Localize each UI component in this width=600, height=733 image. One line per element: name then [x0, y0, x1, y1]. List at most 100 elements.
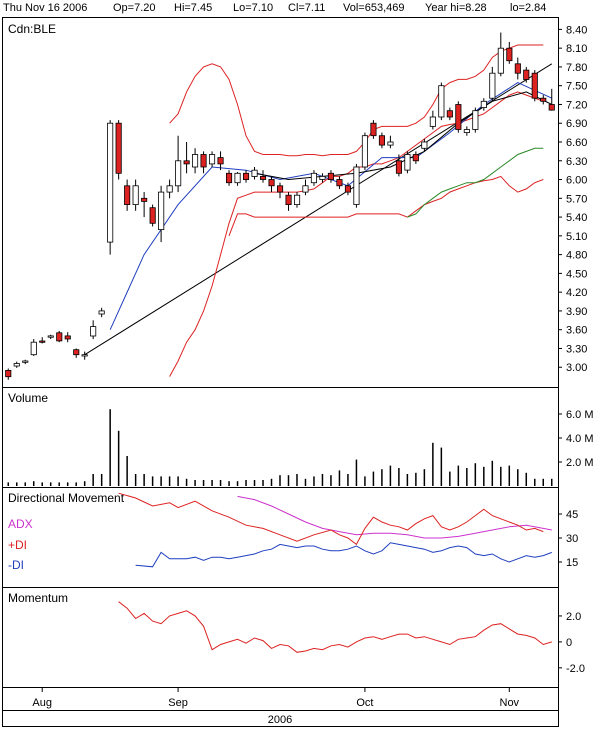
- candle-body: [132, 185, 139, 206]
- price-axis-tick-label: 3.90: [566, 306, 587, 318]
- candle-body: [141, 197, 148, 202]
- candle-body: [208, 154, 216, 165]
- header-volume: Vol=653,469: [343, 2, 404, 14]
- price-axis-tick-label: 3.30: [566, 343, 587, 355]
- candle-body: [242, 172, 250, 181]
- price-panel-title: Cdn:BLE: [8, 22, 56, 36]
- moving-average-black-line: [254, 91, 553, 181]
- legend-adx: ADX: [8, 517, 33, 531]
- price-axis-tick-label: 6.30: [566, 156, 587, 168]
- momentum-line: [118, 601, 552, 653]
- price-axis-tick-label: 6.00: [566, 175, 587, 187]
- date-axis: Aug Sep Oct Nov: [32, 688, 520, 709]
- candle-body: [438, 85, 445, 118]
- month-label: Oct: [356, 697, 373, 709]
- candle-body: [73, 349, 80, 356]
- month-label: Nov: [500, 697, 520, 709]
- price-axis-tick-label: 6.60: [566, 137, 587, 149]
- candle-body: [404, 154, 411, 171]
- header-open: Op=7.20: [113, 2, 156, 14]
- price-axis-tick-label: 3.00: [566, 362, 587, 374]
- candle-body: [30, 341, 37, 356]
- candle-body: [455, 104, 462, 130]
- header-low: Lo=7.10: [233, 2, 273, 14]
- candle-body: [421, 141, 428, 149]
- header-bar: Thu Nov 16 2006 Op=7.20 Hi=7.45 Lo=7.10 …: [3, 2, 546, 14]
- bollinger-upper-line: [169, 44, 544, 157]
- candle-body: [191, 154, 199, 168]
- dmi-axis-tick-label: 45: [566, 509, 578, 521]
- month-label: Aug: [32, 697, 52, 709]
- momentum-axis-tick-label: 2.0: [566, 611, 581, 623]
- dmi-line-adx: [237, 495, 552, 539]
- candle-body: [446, 110, 453, 118]
- price-axis-tick-label: 8.40: [566, 24, 587, 36]
- moving-average-green-line: [407, 147, 544, 218]
- candle-body: [293, 194, 301, 205]
- candle-body: [319, 175, 326, 180]
- moving-average-blue-line: [109, 82, 553, 330]
- dmi-panel-title: Directional Movement: [8, 491, 125, 505]
- candle-body: [115, 122, 122, 174]
- momentum-axis-tick-label: 0: [566, 637, 572, 649]
- candle-body: [234, 172, 241, 184]
- momentum-panel-title: Momentum: [8, 591, 68, 605]
- candle-body: [98, 310, 105, 315]
- header-year-high: Year hi=8.28: [425, 2, 487, 14]
- candle-body: [327, 172, 334, 181]
- candle-body: [370, 122, 377, 137]
- candle-body: [336, 179, 343, 187]
- candle-body: [158, 191, 165, 231]
- price-axis-tick-label: 8.10: [566, 43, 587, 55]
- candle-body: [514, 63, 521, 74]
- bollinger-middle-line: [169, 91, 544, 377]
- candle-body: [90, 326, 97, 337]
- price-axis-tick-label: 3.60: [566, 325, 587, 337]
- candle-body: [540, 97, 547, 102]
- candle-body: [276, 185, 284, 193]
- candle-body: [107, 122, 114, 243]
- candle-body: [344, 185, 351, 193]
- candle-body: [183, 160, 190, 165]
- candle-body: [523, 69, 530, 80]
- header-year-low: lo=2.84: [510, 2, 546, 14]
- candle-body: [124, 185, 131, 206]
- candle-body: [47, 335, 54, 338]
- candle-body: [463, 129, 470, 133]
- price-panel: [5, 32, 555, 380]
- volume-axis-tick-label: 6.0 M: [566, 409, 594, 421]
- dmi-line-di: [118, 492, 544, 546]
- candle-body: [506, 47, 513, 62]
- volume-panel-title: Volume: [8, 391, 48, 405]
- header-close: Cl=7.11: [288, 2, 325, 14]
- price-axis-tick-label: 4.80: [566, 250, 587, 262]
- candle-body: [5, 369, 12, 378]
- header-high: Hi=7.45: [174, 2, 212, 14]
- candle-body: [22, 360, 29, 363]
- price-panel-frame: [2, 17, 559, 388]
- momentum-axis-tick-label: -2.0: [566, 663, 585, 675]
- candle-body: [472, 110, 479, 130]
- candle-body: [429, 116, 436, 127]
- momentum-panel-frame: [2, 587, 559, 688]
- price-axis-tick-label: 6.90: [566, 118, 587, 130]
- right-axis-labels: 8.40 8.10 7.80 7.50 7.20 6.90 6.60 6.30 6.00 5.70…: [558, 24, 594, 675]
- candle-body: [166, 185, 173, 193]
- legend-plus-di: +DI: [8, 538, 27, 552]
- legend-minus-di: -DI: [8, 558, 24, 572]
- candle-body: [13, 363, 20, 367]
- candle-body: [81, 354, 88, 357]
- candle-body: [64, 335, 71, 340]
- date-axis-frame: [2, 687, 559, 711]
- price-axis-tick-label: 5.10: [566, 231, 587, 243]
- bollinger-lower-line: [228, 175, 544, 236]
- dmi-panel: [118, 492, 552, 568]
- year-axis-frame: [2, 710, 559, 727]
- candle-body: [217, 157, 224, 165]
- candle-body: [310, 172, 317, 184]
- price-axis-tick-label: 7.80: [566, 62, 587, 74]
- year-label: 2006: [268, 714, 292, 726]
- candle-body: [378, 135, 385, 146]
